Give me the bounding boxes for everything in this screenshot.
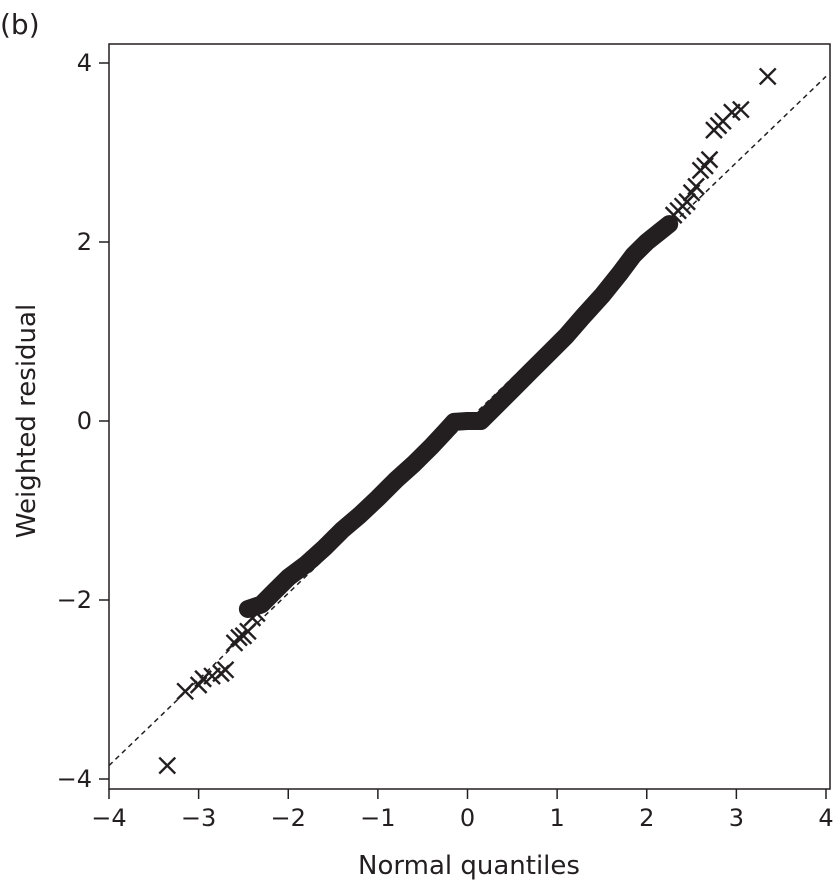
x-tick-label-9: 4 [818,804,833,832]
data-point-28 [758,67,777,86]
x-tick-label-4: −1 [360,804,395,832]
data-point-17 [678,192,696,211]
y-tick-label-2: −2 [57,586,92,614]
data-point-27-stroke-b [732,100,750,119]
data-point-7 [216,660,235,679]
data-point-11 [239,622,257,641]
data-point-9 [230,628,248,647]
data-point-1 [158,756,177,775]
x-tick-label-3: −2 [271,804,306,832]
x-tick-label-5: 0 [460,804,475,832]
data-point-22 [700,150,719,169]
x-axis: −4 −3 −2 −1 0 1 2 3 4 [91,789,834,832]
points-group [158,67,777,775]
x-tick-label-2: −3 [181,804,216,832]
data-point-22-stroke-b [700,150,719,169]
data-point-1-stroke-b [158,756,177,775]
y-axis-title: Weighted residual [12,304,42,538]
data-point-19 [687,177,705,196]
data-point-19-stroke-b [687,177,705,196]
data-point-28-stroke-b [758,67,777,86]
data-point-27 [732,100,750,119]
y-axis: −4 −2 0 2 4 [57,49,109,793]
x-axis-title: Normal quantiles [358,851,580,881]
dense-residual-band [238,215,679,618]
data-point-9-stroke-b [230,628,248,647]
data-point-2 [176,682,195,701]
data-point-17-stroke-b [678,192,696,211]
y-tick-label-3: 0 [77,407,92,435]
panel-label: (b) [0,8,40,41]
data-point-11-stroke-b [239,622,257,641]
y-tick-label-1: −4 [57,765,92,793]
y-tick-label-5: 4 [77,49,92,77]
data-point-13 [248,604,266,623]
data-point-13-stroke-b [248,604,266,623]
data-point-7-stroke-b [216,660,235,679]
x-tick-label-1: −4 [91,804,126,832]
dense-band-group [238,215,679,618]
x-tick-label-7: 2 [639,804,654,832]
x-tick-label-6: 1 [549,804,564,832]
y-tick-label-4: 2 [77,228,92,256]
plot-frame [108,43,831,790]
data-point-2-stroke-b [176,682,195,701]
x-tick-label-8: 3 [729,804,744,832]
